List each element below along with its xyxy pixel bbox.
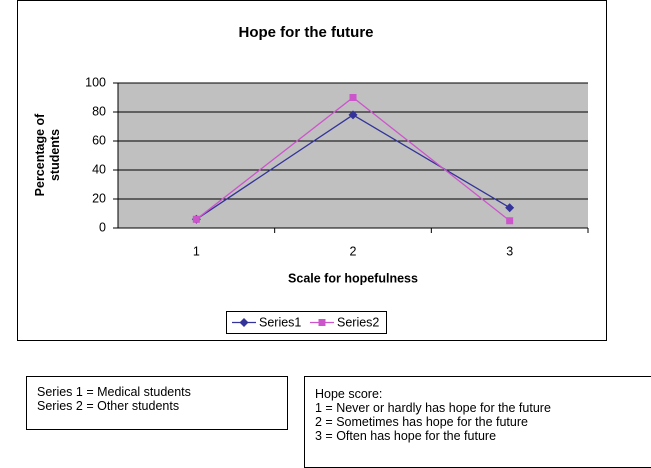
data-point	[348, 110, 358, 120]
x-axis-label: Scale for hopefulness	[288, 271, 418, 285]
series-key-box: Series 1 = Medical students Series 2 = O…	[26, 376, 288, 430]
note-line: Series 1 = Medical students	[37, 385, 191, 399]
x-tick-label: 1	[193, 244, 200, 258]
data-point	[506, 217, 514, 225]
x-tick-label: 3	[506, 244, 513, 258]
note-line: 2 = Sometimes has hope for the future	[315, 415, 528, 429]
y-axis-label: Percentage of students	[33, 113, 62, 197]
note-line: Hope score:	[315, 387, 383, 401]
legend-marker	[239, 318, 249, 327]
plot-area	[118, 83, 588, 228]
note-line: 1 = Never or hardly has hope for the fut…	[315, 401, 551, 415]
note-line: Series 2 = Other students	[37, 399, 180, 413]
data-point	[192, 215, 200, 223]
y-tick-label: 0	[99, 220, 106, 234]
data-point	[505, 203, 515, 213]
x-tick-label: 2	[350, 244, 357, 258]
y-tick-label: 60	[92, 133, 106, 147]
y-tick-label: 40	[92, 162, 106, 176]
legend-marker	[318, 319, 326, 326]
note-line: 3 = Often has hope for the future	[315, 429, 497, 443]
legend-label: Series1	[259, 315, 301, 329]
y-tick-label: 80	[92, 104, 106, 118]
chart-title: Hope for the future	[239, 24, 374, 41]
data-point	[349, 94, 357, 101]
hope-score-box: Hope score: 1 = Never or hardly has hope…	[304, 376, 651, 468]
y-tick-label: 20	[92, 191, 106, 205]
legend-label: Series2	[337, 315, 379, 329]
y-tick-label: 100	[85, 75, 106, 89]
legend-box	[226, 311, 387, 334]
